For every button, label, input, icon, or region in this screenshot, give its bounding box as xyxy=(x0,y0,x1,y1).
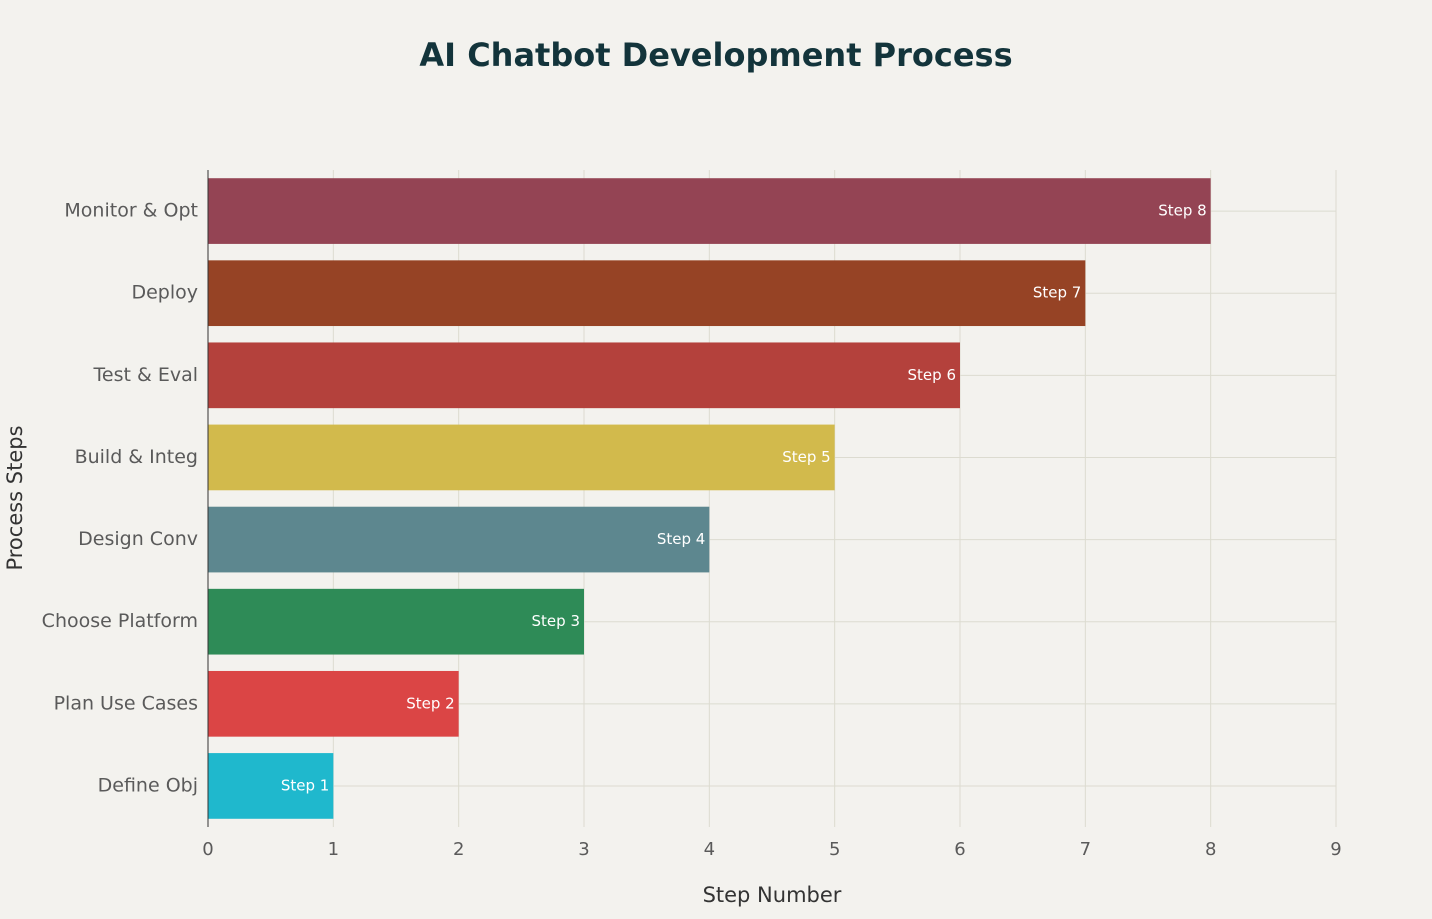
y-tick-label: Build & Integ xyxy=(75,446,198,468)
x-axis-title: Step Number xyxy=(703,883,842,907)
x-tick-label: 7 xyxy=(1080,839,1091,860)
x-tick-label: 9 xyxy=(1330,839,1341,860)
y-tick-label: Choose Platform xyxy=(42,610,198,632)
bar xyxy=(208,424,835,491)
data-label: Step 5 xyxy=(782,448,830,466)
data-label: Step 1 xyxy=(281,776,329,794)
data-label: Step 4 xyxy=(657,530,705,548)
bar xyxy=(208,260,1086,327)
x-tick-label: 2 xyxy=(453,839,464,860)
data-label: Step 3 xyxy=(532,612,580,630)
x-tick-label: 5 xyxy=(829,839,840,860)
x-tick-label: 1 xyxy=(328,839,339,860)
data-label: Step 2 xyxy=(406,694,454,712)
y-tick-label: Plan Use Cases xyxy=(54,692,198,714)
x-tick-label: 6 xyxy=(954,839,965,860)
bar xyxy=(208,753,334,819)
bar xyxy=(208,342,960,409)
x-tick-label: 4 xyxy=(704,839,715,860)
y-axis-title: Process Steps xyxy=(3,425,27,570)
data-label: Step 8 xyxy=(1158,202,1206,220)
data-label: Step 7 xyxy=(1033,284,1081,302)
y-tick-label: Monitor & Opt xyxy=(64,200,198,222)
x-tick-label: 0 xyxy=(202,839,213,860)
bar xyxy=(208,506,710,573)
bar xyxy=(208,588,584,655)
y-tick-label: Define Obj xyxy=(98,774,198,796)
x-tick-label: 8 xyxy=(1205,839,1216,860)
y-tick-label: Deploy xyxy=(131,282,198,304)
y-tick-label: Test & Eval xyxy=(93,364,198,386)
y-tick-label: Design Conv xyxy=(78,528,198,550)
bar xyxy=(208,670,459,737)
chart-title: AI Chatbot Development Process xyxy=(419,36,1012,74)
x-tick-label: 3 xyxy=(578,839,589,860)
data-label: Step 6 xyxy=(908,366,956,384)
bar xyxy=(208,178,1211,244)
